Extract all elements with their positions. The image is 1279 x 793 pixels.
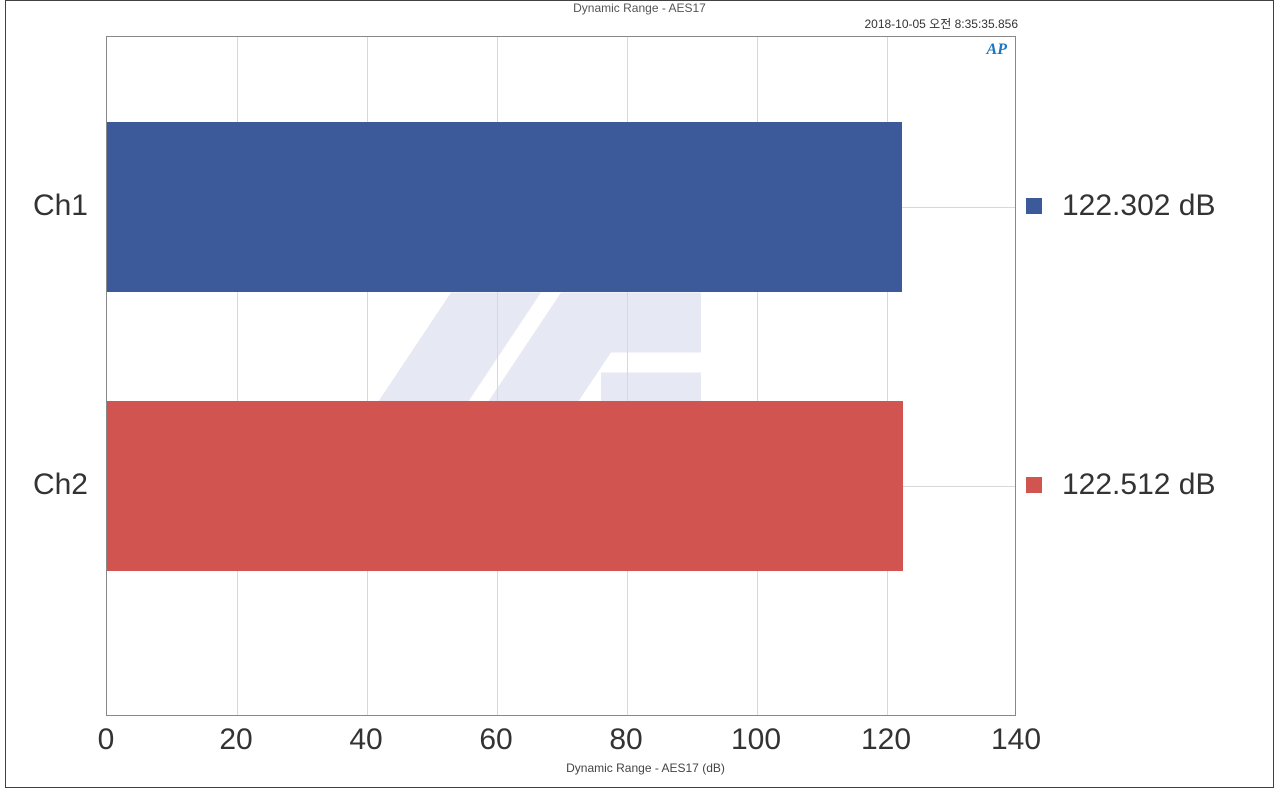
x-tick-label: 40 (349, 723, 382, 757)
chart-frame: Dynamic Range - AES17 2018-10-05 오전 8:35… (5, 0, 1274, 788)
y-tick-label: Ch2 (8, 468, 88, 502)
x-axis-label: Dynamic Range - AES17 (dB) (6, 761, 1279, 775)
x-tick-label: 80 (609, 723, 642, 757)
value-label-ch1: 122.302 dB (1026, 189, 1215, 223)
chart-title: Dynamic Range - AES17 (6, 1, 1273, 15)
timestamp: 2018-10-05 오전 8:35:35.856 (864, 15, 1018, 32)
x-tick-label: 0 (98, 723, 115, 757)
legend-swatch (1026, 477, 1042, 493)
x-tick-label: 120 (861, 723, 911, 757)
bar-ch2 (107, 401, 903, 571)
ap-logo: AP (987, 41, 1007, 59)
plot-area: AP STUDIO 51 (106, 36, 1016, 716)
x-tick-label: 20 (219, 723, 252, 757)
value-label-ch2: 122.512 dB (1026, 468, 1215, 502)
x-tick-label: 100 (731, 723, 781, 757)
y-tick-label: Ch1 (8, 189, 88, 223)
bar-ch1 (107, 122, 902, 292)
x-tick-label: 60 (479, 723, 512, 757)
legend-text: 122.512 dB (1062, 468, 1215, 502)
x-tick-label: 140 (991, 723, 1041, 757)
legend-text: 122.302 dB (1062, 189, 1215, 223)
legend-swatch (1026, 198, 1042, 214)
